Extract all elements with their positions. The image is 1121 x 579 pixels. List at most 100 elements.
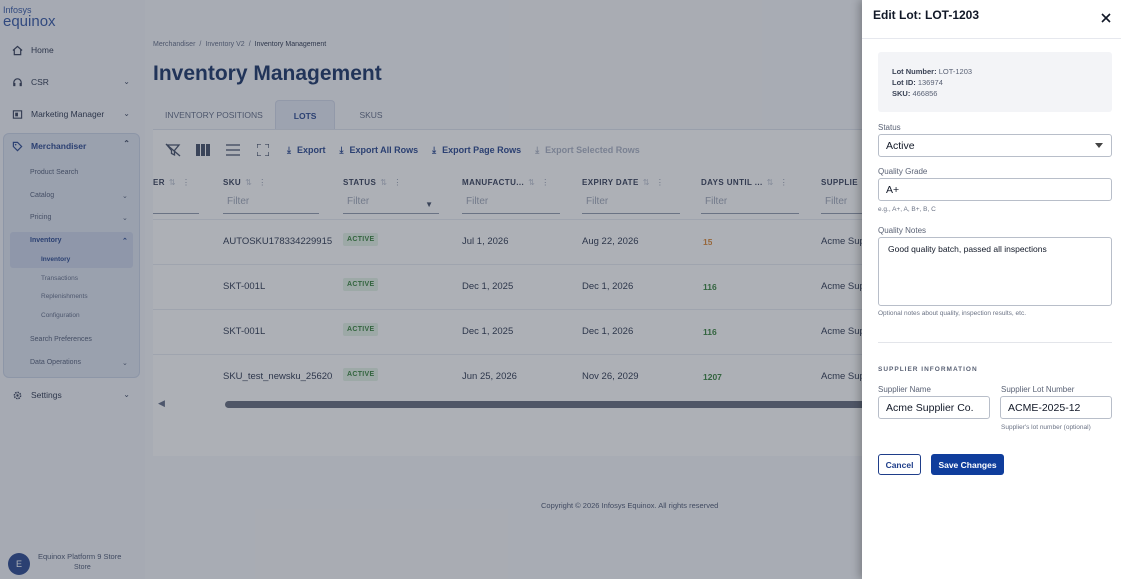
table-row[interactable]: SKT-001L ACTIVE Dec 1, 2025 Dec 1, 2026 … bbox=[153, 264, 873, 309]
page-title: Inventory Management bbox=[153, 62, 382, 85]
supplier-section-title: SUPPLIER INFORMATION bbox=[878, 366, 978, 373]
supplier-lot-number-label: Supplier Lot Number bbox=[1001, 385, 1075, 394]
filter-status[interactable]: Filter ▼ bbox=[343, 196, 439, 214]
export-selected-rows-button: ⤓ Export Selected Rows bbox=[535, 144, 640, 156]
sidebar-item-settings[interactable]: Settings ⌄ bbox=[0, 384, 145, 406]
column-menu-icon[interactable]: ⋮ bbox=[779, 178, 789, 187]
status-badge: ACTIVE bbox=[343, 368, 379, 381]
sidebar-item-marketing-manager[interactable]: Marketing Manager ⌄ bbox=[0, 103, 145, 125]
column-menu-icon[interactable]: ⋮ bbox=[541, 178, 550, 187]
close-icon bbox=[1101, 13, 1111, 23]
store-label: Store bbox=[74, 564, 91, 571]
cell-expiry-date: Aug 22, 2026 bbox=[582, 236, 639, 247]
sidebar-subitem-inventory-inventory[interactable]: Inventory bbox=[41, 256, 71, 263]
export-page-rows-button[interactable]: ⤓ Export Page Rows bbox=[432, 144, 522, 156]
sidebar-subitem-search-preferences[interactable]: Search Preferences bbox=[30, 336, 92, 343]
tab-lots[interactable]: LOTS bbox=[274, 100, 336, 130]
quality-grade-input[interactable] bbox=[878, 178, 1112, 201]
divider bbox=[862, 38, 1121, 39]
cell-supplier: Acme Sup bbox=[821, 326, 865, 337]
scroll-left-icon[interactable]: ◀ bbox=[158, 398, 165, 408]
breadcrumb-item-inventory-v2[interactable]: Inventory V2 bbox=[205, 41, 245, 48]
sidebar-item-csr[interactable]: CSR ⌄ bbox=[0, 71, 145, 93]
tab-inventory-positions[interactable]: INVENTORY POSITIONS bbox=[165, 110, 263, 120]
column-menu-icon[interactable]: ⋮ bbox=[655, 178, 665, 187]
sort-icon[interactable]: ⇅ bbox=[766, 178, 774, 187]
columns-icon[interactable] bbox=[193, 140, 213, 160]
column-header-expiry-date[interactable]: EXPIRY DATE ⇅ ⋮ bbox=[582, 178, 665, 187]
tab-bar: INVENTORY POSITIONS LOTS SKUS bbox=[153, 100, 395, 130]
sidebar-subitem-data-operations[interactable]: Data Operations ⌄ bbox=[30, 359, 128, 367]
cell-manufactured: Jun 25, 2026 bbox=[462, 371, 517, 382]
sort-icon[interactable]: ⇅ bbox=[168, 178, 177, 187]
quality-notes-textarea[interactable]: Good quality batch, passed all inspectio… bbox=[878, 237, 1112, 306]
tab-skus[interactable]: SKUS bbox=[359, 110, 383, 120]
filter-days-until-expiry[interactable]: Filter bbox=[701, 196, 799, 214]
filter-sku[interactable]: Filter bbox=[223, 196, 319, 214]
sidebar-subitem-replenishments[interactable]: Replenishments bbox=[41, 293, 88, 300]
sidebar-subitem-transactions[interactable]: Transactions bbox=[41, 275, 78, 282]
download-icon: ⤓ bbox=[432, 144, 437, 155]
chevron-up-icon: ⌃ bbox=[122, 238, 128, 245]
column-menu-icon[interactable]: ⋮ bbox=[258, 178, 267, 187]
close-button[interactable] bbox=[1098, 10, 1114, 26]
export-all-rows-button[interactable]: ⤓ Export All Rows bbox=[339, 144, 419, 156]
supplier-name-input[interactable] bbox=[878, 396, 990, 419]
lot-id-line: Lot ID: 136974 bbox=[892, 78, 943, 87]
chevron-down-icon: ⌄ bbox=[122, 215, 128, 222]
download-icon: ⤓ bbox=[287, 144, 291, 155]
column-menu-icon[interactable]: ⋮ bbox=[393, 178, 402, 187]
sidebar-subitem-inventory[interactable]: Inventory ⌃ bbox=[30, 237, 128, 245]
column-header-lot-number[interactable]: ER ⇅ ⋮ bbox=[153, 178, 191, 187]
column-header-sku[interactable]: SKU ⇅ ⋮ bbox=[223, 178, 267, 187]
cell-expiry-date: Dec 1, 2026 bbox=[582, 326, 634, 337]
sort-icon[interactable]: ⇅ bbox=[380, 178, 388, 187]
sidebar-subitem-pricing[interactable]: Pricing ⌄ bbox=[30, 214, 128, 222]
tag-icon bbox=[11, 140, 23, 152]
main-content: Merchandiser / Inventory V2/Inventory Mana… bbox=[145, 0, 1121, 579]
sort-icon[interactable]: ⇅ bbox=[528, 178, 536, 187]
table-row[interactable]: SKU_test_newsku_256202 ACTIVE Jun 25, 20… bbox=[153, 354, 873, 399]
cell-days-until-expiry: 116 bbox=[703, 327, 717, 337]
sidebar-item-merchandiser[interactable]: Merchandiser ⌃ bbox=[0, 135, 145, 157]
filter-expiry-date[interactable]: Filter bbox=[582, 196, 680, 214]
modal-backdrop[interactable] bbox=[0, 0, 862, 579]
brand-logo: Infosys equinox bbox=[3, 5, 56, 30]
clear-filter-icon[interactable] bbox=[163, 140, 183, 160]
sidebar-item-label: CSR bbox=[31, 77, 49, 87]
column-header-manufactured[interactable]: MANUFACTU... ⇅ ⋮ bbox=[462, 178, 550, 187]
column-header-supplier[interactable]: SUPPLIE bbox=[821, 178, 859, 187]
chevron-down-icon: ⌄ bbox=[123, 109, 130, 118]
download-icon: ⤓ bbox=[339, 144, 344, 155]
horizontal-scrollbar[interactable]: ◀ bbox=[153, 398, 873, 410]
breadcrumb-item-merchandiser[interactable]: Merchandiser bbox=[153, 41, 196, 48]
filter-lot-number[interactable] bbox=[153, 196, 199, 214]
sidebar-item-label: Settings bbox=[31, 390, 62, 400]
cell-supplier: Acme Sup bbox=[821, 236, 865, 247]
filter-manufactured[interactable]: Filter bbox=[462, 196, 560, 214]
cell-sku: SKT-001L bbox=[223, 326, 266, 337]
save-changes-button[interactable]: Save Changes bbox=[931, 454, 1004, 475]
density-icon[interactable] bbox=[223, 140, 243, 160]
sort-icon[interactable]: ⇅ bbox=[642, 178, 650, 187]
column-menu-icon[interactable]: ⋮ bbox=[182, 178, 191, 187]
quality-grade-helper: e.g., A+, A, B+, B, C bbox=[878, 206, 936, 213]
column-header-days-until-expiry[interactable]: DAYS UNTIL ... ⇅ ⋮ bbox=[701, 178, 789, 187]
supplier-lot-number-input[interactable] bbox=[1000, 396, 1112, 419]
cancel-button[interactable]: Cancel bbox=[878, 454, 921, 475]
sidebar-subitem-configuration[interactable]: Configuration bbox=[41, 312, 80, 319]
filter-supplier[interactable]: Filter bbox=[821, 196, 873, 214]
scrollbar-thumb[interactable] bbox=[225, 401, 873, 408]
sidebar-item-home[interactable]: Home bbox=[0, 39, 145, 61]
chevron-down-icon: ⌄ bbox=[122, 193, 128, 200]
store-name: Equinox Platform 9 Store bbox=[38, 552, 122, 561]
table-row[interactable]: SKT-001L ACTIVE Dec 1, 2025 Dec 1, 2026 … bbox=[153, 309, 873, 354]
table-row[interactable]: AUTOSKU178334229915 ACTIVE Jul 1, 2026 A… bbox=[153, 219, 873, 264]
sort-icon[interactable]: ⇅ bbox=[245, 178, 253, 187]
status-select[interactable]: Active bbox=[878, 134, 1112, 157]
sidebar-subitem-product-search[interactable]: Product Search bbox=[30, 169, 79, 176]
user-footer[interactable]: E Equinox Platform 9 Store Store bbox=[0, 545, 145, 579]
export-button[interactable]: ⤓ Export bbox=[287, 144, 326, 156]
column-header-status[interactable]: STATUS ⇅ ⋮ bbox=[343, 178, 402, 187]
sidebar-subitem-catalog[interactable]: Catalog ⌄ bbox=[30, 192, 128, 200]
